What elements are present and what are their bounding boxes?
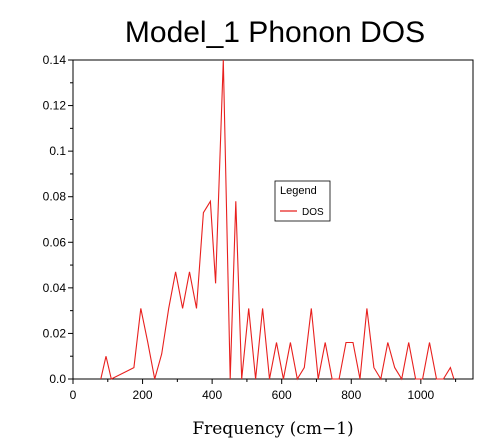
legend-title: Legend [280, 185, 317, 197]
y-tick-label: 0.04 [43, 281, 67, 295]
series-line-dos [100, 59, 455, 381]
y-tick-label: 0.08 [43, 190, 67, 204]
y-tick-label: 0.02 [43, 326, 67, 340]
x-axis-label: Frequency (cm−1) [192, 419, 353, 439]
x-tick-label: 800 [341, 388, 361, 402]
chart-title: Model_1 Phonon DOS [125, 16, 425, 49]
x-tick-label: 0 [70, 388, 77, 402]
legend-box [274, 180, 331, 222]
x-tick-label: 1000 [407, 388, 434, 402]
y-tick-label: 0.1 [49, 144, 66, 158]
y-tick-label: 0.12 [43, 99, 67, 113]
x-tick-label: 200 [133, 388, 153, 402]
y-tick-label: 0.06 [43, 235, 67, 249]
x-tick-label: 400 [202, 388, 222, 402]
legend: Legend DOS [274, 180, 331, 222]
legend-series-label: DOS [302, 207, 324, 218]
y-axis: 0.0 0.02 0.04 0.06 0.08 0.1 0.12 0.14 [43, 53, 73, 386]
x-tick-label: 600 [272, 388, 292, 402]
y-tick-label: 0.0 [49, 372, 66, 386]
plot-area [72, 59, 474, 380]
y-tick-label: 0.14 [43, 53, 67, 67]
x-axis: 0 200 400 600 800 1000 [70, 379, 457, 402]
plot-frame-border [72, 59, 474, 380]
series-layer [100, 59, 455, 381]
